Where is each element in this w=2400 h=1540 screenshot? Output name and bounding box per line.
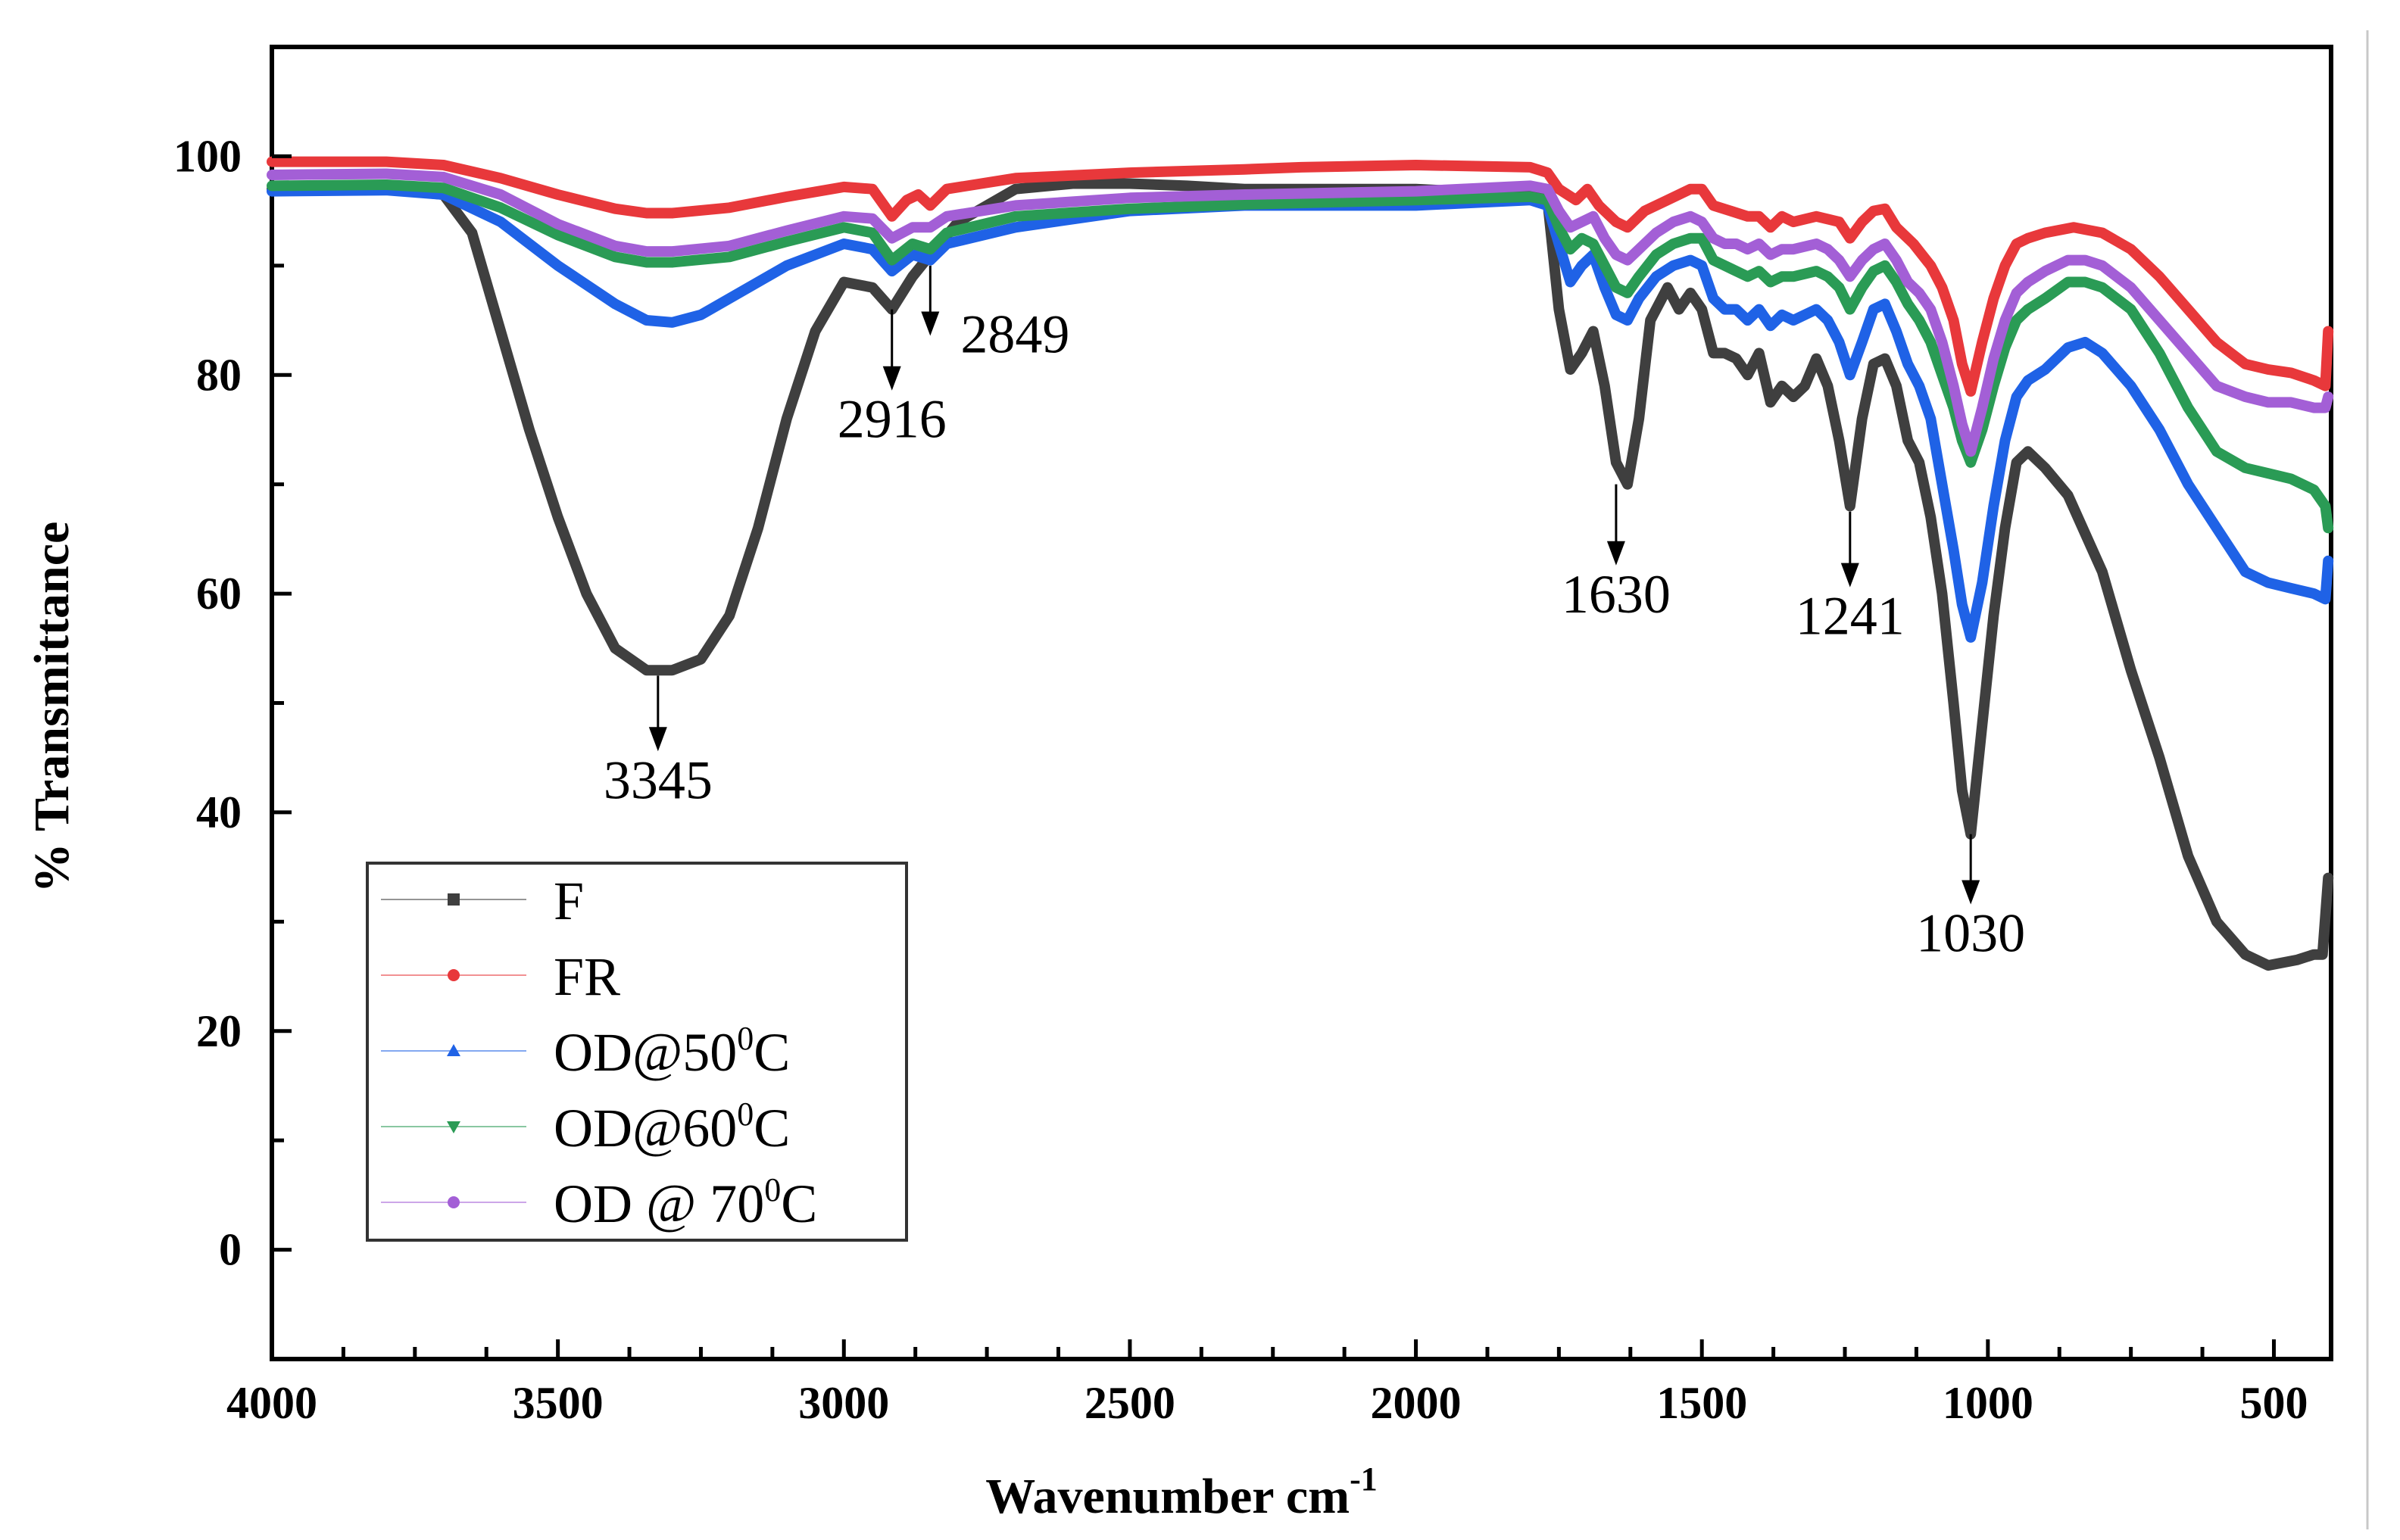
legend-marker-f — [448, 893, 460, 906]
x-tick-label: 3500 — [513, 1378, 604, 1428]
x-tick-label: 2000 — [1371, 1378, 1462, 1428]
annotation-arrowhead — [648, 727, 667, 752]
y-tick-label: 0 — [219, 1225, 242, 1275]
y-tick-label: 60 — [196, 569, 242, 619]
annotation-arrowhead — [1840, 563, 1859, 588]
annotation-arrowhead — [921, 311, 940, 336]
y-axis: 0 20 40 60 80 100 — [173, 45, 292, 1361]
x-tick-label: 4000 — [226, 1378, 317, 1428]
annotation-arrowhead — [1606, 541, 1625, 566]
legend-label-text: OD @ 70 — [554, 1174, 764, 1234]
x-axis: 4000 3500 3000 2500 2000 1500 1000 500 — [226, 1339, 2308, 1428]
legend-label-od-50-c: OD@500C — [554, 1020, 790, 1083]
x-axis-title-text: Wavenumber cm — [985, 1469, 1350, 1524]
legend-label-sup: 0 — [737, 1020, 754, 1057]
legend-label-text: FR — [554, 946, 620, 1007]
x-tick-label: 3000 — [798, 1378, 889, 1428]
legend-marker-od-70-c — [448, 1196, 460, 1208]
legend-label-text: OD@60 — [554, 1098, 737, 1158]
series-line-fr — [267, 156, 2334, 397]
legend-label-tail: C — [754, 1098, 790, 1158]
legend-label-tail: C — [781, 1174, 817, 1234]
annotation-arrowhead — [882, 366, 901, 391]
y-tick-label: 80 — [196, 350, 242, 400]
legend-label-od-60-c: OD@600C — [554, 1096, 790, 1158]
legend-label-od-70-c: OD @ 700C — [554, 1171, 817, 1234]
y-tick-label: 40 — [196, 787, 242, 837]
series-line-f — [267, 178, 2334, 971]
annotation-arrowhead — [1962, 880, 1980, 905]
legend-label-text: F — [554, 871, 584, 931]
x-tick-label: 2500 — [1085, 1378, 1175, 1428]
x-tick-label: 500 — [2239, 1378, 2308, 1428]
legend-marker-od-60-c — [447, 1121, 460, 1133]
x-tick-label: 1500 — [1656, 1378, 1747, 1428]
annotation-label: 1030 — [1916, 902, 2025, 963]
x-tick-label: 1000 — [1943, 1378, 2033, 1428]
legend-label-sup: 0 — [764, 1171, 781, 1208]
legend-label-tail: C — [754, 1022, 790, 1083]
annotation-label: 1630 — [1562, 564, 1671, 625]
legend-label-fr: FR — [554, 946, 620, 1007]
legend-label-f: F — [554, 871, 584, 931]
legend-marker-fr — [448, 969, 460, 981]
y-axis-title: % Transmittance — [24, 522, 80, 893]
x-axis-title-sup: -1 — [1350, 1461, 1378, 1498]
series-line-od-50-c — [267, 185, 2334, 643]
series-layer — [267, 156, 2334, 971]
legend-label-text: OD@50 — [554, 1022, 737, 1083]
annotation-label: 1241 — [1796, 586, 1905, 647]
series-line-od-60-c — [267, 179, 2334, 534]
y-tick-label: 100 — [173, 131, 242, 181]
x-axis-title: Wavenumber cm-1 — [985, 1461, 1378, 1524]
legend-label-sup: 0 — [737, 1096, 754, 1133]
y-tick-label: 20 — [196, 1006, 242, 1056]
legend-marker-od-50-c — [447, 1044, 460, 1056]
series-line-od-70-c — [267, 168, 2334, 457]
annotation-label: 3345 — [604, 750, 713, 810]
annotation-label: 2916 — [838, 389, 947, 450]
annotation-label: 2849 — [960, 304, 1069, 364]
